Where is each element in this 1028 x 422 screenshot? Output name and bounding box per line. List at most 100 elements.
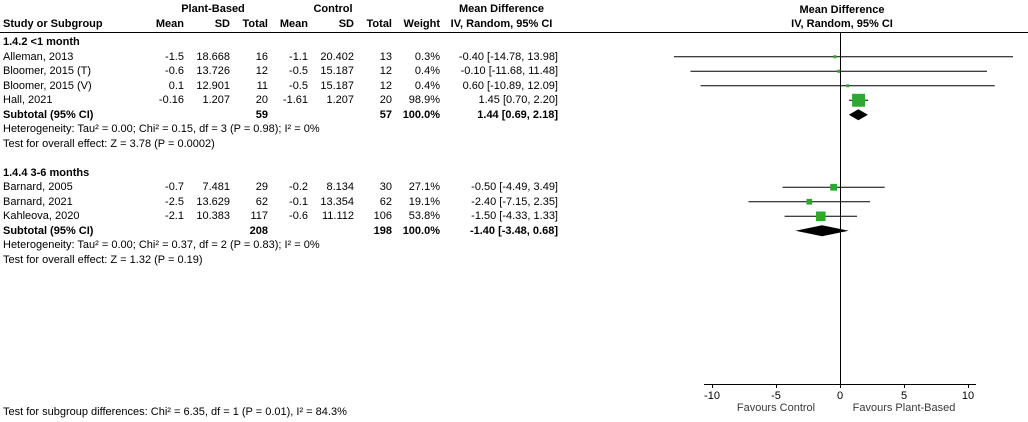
sd1-col-header: SD — [214, 18, 230, 30]
plot-ci-header: IV, Random, 95% CI — [791, 18, 893, 30]
treatment-total: 12 — [255, 65, 268, 77]
treatment-mean: 0.1 — [168, 79, 184, 92]
study-row: Hall, 2021 -0.16 1.207 20 -1.61 1.207 20 98.9% 1… — [0, 93, 560, 108]
effect-square — [816, 211, 826, 222]
study-ci-text: -0.10 [-11.68, 11.48] — [460, 65, 558, 77]
ci-col-header: IV, Random, 95% CI — [450, 18, 553, 30]
control-mean: -0.1 — [289, 195, 308, 208]
overall-effect-text: Test for overall effect: Z = 3.78 (P = 0… — [3, 137, 215, 150]
study-name: Kahleova, 2020 — [3, 210, 80, 222]
axis-tick-label: -5 — [771, 390, 781, 402]
favours-right-label: Favours Plant-Based — [853, 402, 956, 414]
subtotal-label: Subtotal (95% CI) — [3, 108, 94, 121]
study-ci-text: -0.50 [-4.49, 3.49] — [471, 181, 558, 193]
axis-tick-label: -10 — [704, 390, 720, 402]
treatment-total: 29 — [255, 181, 268, 193]
subtotal-row: Subtotal (95% CI) 208 198 100.0% -1.40 [-3.4… — [0, 224, 560, 239]
control-sd: 8.134 — [326, 181, 354, 193]
study-weight: 27.1% — [408, 181, 440, 193]
overall-effect-row: Test for overall effect: Z = 1.32 (P = 0… — [0, 253, 560, 268]
control-sd: 1.207 — [326, 94, 354, 106]
study-weight: 0.3% — [414, 50, 440, 63]
heterogeneity-row: Heterogeneity: Tau² = 0.00; Chi² = 0.37,… — [0, 238, 560, 253]
subgroup-title-row: 1.4.2 <1 month — [0, 35, 560, 50]
study-weight: 19.1% — [408, 195, 440, 208]
control-mean: -1.1 — [289, 50, 308, 63]
treatment-total: 16 — [255, 50, 268, 63]
treatment-total: 20 — [255, 94, 268, 106]
study-name: Bloomer, 2015 (T) — [3, 65, 92, 77]
favours-left-label: Favours Control — [737, 402, 815, 414]
study-ci-text: -2.40 [-7.15, 2.35] — [471, 195, 558, 208]
treatment-mean: -1.5 — [165, 50, 184, 63]
treatment-total: 62 — [255, 195, 268, 208]
study-ci-text: -0.40 [-14.78, 13.98] — [458, 50, 558, 63]
control-total: 12 — [379, 65, 392, 77]
group-header-row: Plant-Based Control Mean Difference — [0, 2, 560, 17]
study-ci-text: 0.60 [-10.89, 12.09] — [462, 79, 558, 92]
control-total: 13 — [379, 50, 392, 63]
effect-square — [806, 198, 813, 205]
heterogeneity-text: Heterogeneity: Tau² = 0.00; Chi² = 0.37,… — [3, 239, 320, 251]
subtotal-ci-text: -1.40 [-3.48, 0.68] — [469, 224, 558, 237]
study-weight: 0.4% — [414, 65, 440, 77]
mean2-col-header: Mean — [279, 18, 308, 30]
study-weight: 98.9% — [408, 94, 440, 106]
control-sd: 20.402 — [320, 50, 354, 63]
control-sd: 13.354 — [320, 195, 354, 208]
study-weight: 53.8% — [408, 210, 440, 222]
treatment-sd: 10.383 — [196, 210, 230, 222]
study-name: Alleman, 2013 — [3, 50, 74, 63]
total2-col-header: Total — [366, 18, 392, 30]
sd2-col-header: SD — [338, 18, 354, 30]
subtotal-diamond — [848, 109, 868, 121]
subgroup-title: 1.4.2 <1 month — [3, 36, 80, 48]
total1-col-header: Total — [242, 18, 268, 30]
forest-plot-graphic: Mean Difference IV, Random, 95% CI -10 -5 0 5… — [674, 4, 1013, 414]
header-divider — [0, 32, 1028, 33]
axis-tick-label: 0 — [837, 390, 843, 402]
study-row: Barnard, 2021 -2.5 13.629 62 -0.1 13.354 62 19.… — [0, 195, 560, 210]
subgroup-title-row: 1.4.4 3-6 months — [0, 166, 560, 181]
mean1-col-header: Mean — [155, 18, 184, 30]
control-mean: -1.61 — [282, 94, 308, 106]
subtotal-treatment-total: 208 — [249, 224, 268, 237]
column-header-row: Study or Subgroup Mean SD Total Mean SD … — [0, 17, 560, 32]
control-total: 106 — [373, 210, 392, 222]
subtotal-control-total: 198 — [373, 224, 392, 237]
weight-col-header: Weight — [403, 18, 440, 30]
mean-difference-header: Mean Difference — [459, 3, 544, 15]
subtotal-weight: 100.0% — [402, 224, 440, 237]
subtotal-control-total: 57 — [379, 108, 392, 121]
treatment-sd: 13.726 — [196, 65, 230, 77]
control-sd: 15.187 — [320, 65, 354, 77]
effect-square — [837, 69, 841, 73]
control-total: 20 — [379, 94, 392, 106]
treatment-total: 11 — [256, 79, 268, 92]
plot-md-header: Mean Difference — [800, 4, 885, 16]
control-total: 62 — [379, 195, 392, 208]
subtotal-diamond — [795, 225, 849, 237]
treatment-sd: 7.481 — [202, 181, 230, 193]
axis-tick-label: 5 — [901, 390, 907, 402]
subtotal-label: Subtotal (95% CI) — [3, 224, 94, 237]
study-row: Barnard, 2005 -0.7 7.481 29 -0.2 8.134 30 27.1%… — [0, 180, 560, 195]
treatment-sd: 18.668 — [196, 50, 230, 63]
treatment-mean: -0.6 — [165, 65, 184, 77]
treatment-sd: 1.207 — [202, 94, 230, 106]
treatment-sd: 13.629 — [196, 195, 230, 208]
study-name: Barnard, 2021 — [3, 195, 73, 208]
subtotal-treatment-total: 59 — [255, 108, 268, 121]
effect-square — [846, 84, 850, 88]
control-mean: -0.5 — [289, 79, 308, 92]
treatment-mean: -2.5 — [165, 195, 184, 208]
effect-square — [830, 183, 837, 191]
control-sd: 11.112 — [321, 210, 354, 222]
effect-square — [852, 93, 866, 107]
study-ci-text: -1.50 [-4.33, 1.33] — [471, 210, 558, 222]
treatment-mean: -2.1 — [165, 210, 184, 222]
heterogeneity-text: Heterogeneity: Tau² = 0.00; Chi² = 0.15,… — [3, 123, 320, 135]
treatment-mean: -0.16 — [158, 94, 184, 106]
study-weight: 0.4% — [414, 79, 440, 92]
